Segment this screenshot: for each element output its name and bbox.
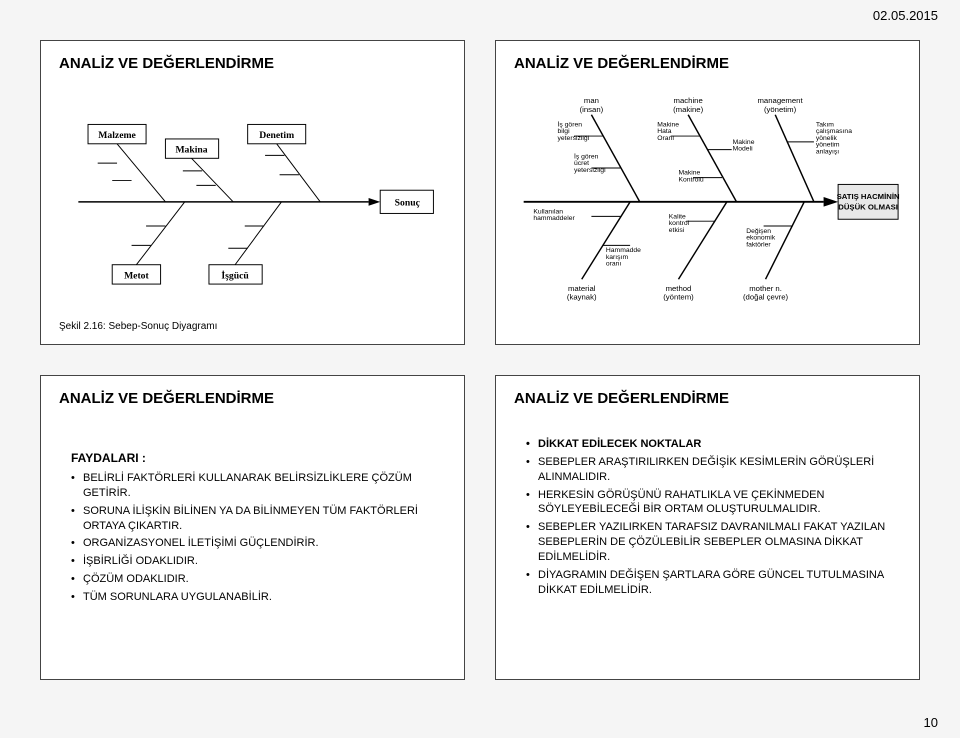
svg-text:İş gören: İş gören [558, 119, 583, 128]
panel4-heading: DİKKAT EDİLECEK NOKTALAR [526, 437, 901, 452]
panel-attention: ANALİZ VE DEĞERLENDİRME DİKKAT EDİLECEK … [495, 375, 920, 680]
cat-mother: mother n. [749, 284, 782, 293]
list-item: ORGANİZASYONEL İLETİŞİMİ GÜÇLENDİRİR. [71, 536, 446, 551]
page-date: 02.05.2015 [873, 8, 938, 23]
svg-text:(yöntem): (yöntem) [663, 293, 694, 302]
effect-l2: DÜŞÜK OLMASI [838, 203, 898, 212]
cat-material: material [568, 284, 596, 293]
panel1-title: ANALİZ VE DEĞERLENDİRME [59, 55, 446, 72]
svg-text:oranı: oranı [606, 261, 622, 268]
panel4-title: ANALİZ VE DEĞERLENDİRME [514, 390, 901, 407]
list-item: SEBEPLER ARAŞTIRILIRKEN DEĞİŞİK KESİMLER… [526, 455, 901, 485]
panel-fishbone-detailed: ANALİZ VE DEĞERLENDİRME SATIŞ HACMİNİN D… [495, 40, 920, 345]
svg-text:(makine): (makine) [673, 105, 704, 114]
list-item: DİYAGRAMIN DEĞİŞEN ŞARTLARA GÖRE GÜNCEL … [526, 568, 901, 598]
panel-diagram-boxes: ANALİZ VE DEĞERLENDİRME Sonuç Malzeme Ma… [40, 40, 465, 345]
cat-machine: machine [674, 96, 703, 105]
svg-text:Modeli: Modeli [733, 146, 753, 153]
panel4-list: DİKKAT EDİLECEK NOKTALAR SEBEPLER ARAŞTI… [526, 437, 901, 597]
list-item: ÇÖZÜM ODAKLIDIR. [71, 572, 446, 587]
malzeme-label: Malzeme [98, 130, 136, 141]
svg-text:faktörler: faktörler [746, 241, 771, 248]
metot-label: Metot [124, 270, 149, 281]
svg-text:anlayışı: anlayışı [816, 148, 839, 155]
svg-text:yetersizliği: yetersizliği [558, 135, 590, 142]
panel1-caption: Şekil 2.16: Sebep-Sonuç Diyagramı [59, 321, 446, 332]
panel-benefits: ANALİZ VE DEĞERLENDİRME FAYDALARI : BELİ… [40, 375, 465, 680]
svg-text:(kaynak): (kaynak) [567, 293, 597, 302]
list-item: HERKESİN GÖRÜŞÜNÜ RAHATLIKLA VE ÇEKİNMED… [526, 488, 901, 518]
panel2-title: ANALİZ VE DEĞERLENDİRME [514, 55, 901, 72]
sebe-sonuc-diagram: Sonuç Malzeme Makina Denetim Metot [59, 82, 446, 312]
list-item: SORUNA İLİŞKİN BİLİNEN YA DA BİLİNMEYEN … [71, 504, 446, 534]
svg-text:(insan): (insan) [580, 105, 604, 114]
slide-grid: ANALİZ VE DEĞERLENDİRME Sonuç Malzeme Ma… [40, 40, 920, 680]
cat-management: management [757, 96, 803, 105]
svg-text:İş gören: İş gören [574, 151, 599, 160]
svg-text:yetersizliği: yetersizliği [574, 167, 606, 174]
svg-text:Oranı: Oranı [657, 135, 674, 142]
isgucu-label: İşgücü [221, 269, 249, 281]
page-number: 10 [924, 715, 938, 730]
svg-text:(yönetim): (yönetim) [764, 105, 797, 114]
panel3-heading: FAYDALARI : [71, 451, 446, 465]
list-item: TÜM SORUNLARA UYGULANABİLİR. [71, 590, 446, 605]
svg-text:(doğal çevre): (doğal çevre) [743, 293, 789, 302]
sonuc-label: Sonuç [395, 198, 421, 209]
cat-man: man [584, 96, 599, 105]
effect-l1: SATIŞ HACMİNİN [837, 192, 900, 201]
panel3-list: BELİRLİ FAKTÖRLERİ KULLANARAK BELİRSİZLİ… [71, 471, 446, 605]
makina-label: Makina [175, 144, 207, 155]
list-item: SEBEPLER YAZILIRKEN TARAFSIZ DAVRANILMAL… [526, 520, 901, 565]
svg-text:hammaddeler: hammaddeler [533, 215, 575, 222]
list-item: İŞBİRLİĞİ ODAKLIDIR. [71, 554, 446, 569]
svg-text:etkisi: etkisi [669, 227, 685, 234]
svg-text:Kontrolü: Kontrolü [678, 177, 703, 184]
cat-method: method [666, 284, 692, 293]
list-item: BELİRLİ FAKTÖRLERİ KULLANARAK BELİRSİZLİ… [71, 471, 446, 501]
denetim-label: Denetim [259, 130, 294, 141]
fishbone-diagram: SATIŞ HACMİNİN DÜŞÜK OLMASI man (insan) … [514, 82, 901, 312]
panel3-title: ANALİZ VE DEĞERLENDİRME [59, 390, 446, 407]
